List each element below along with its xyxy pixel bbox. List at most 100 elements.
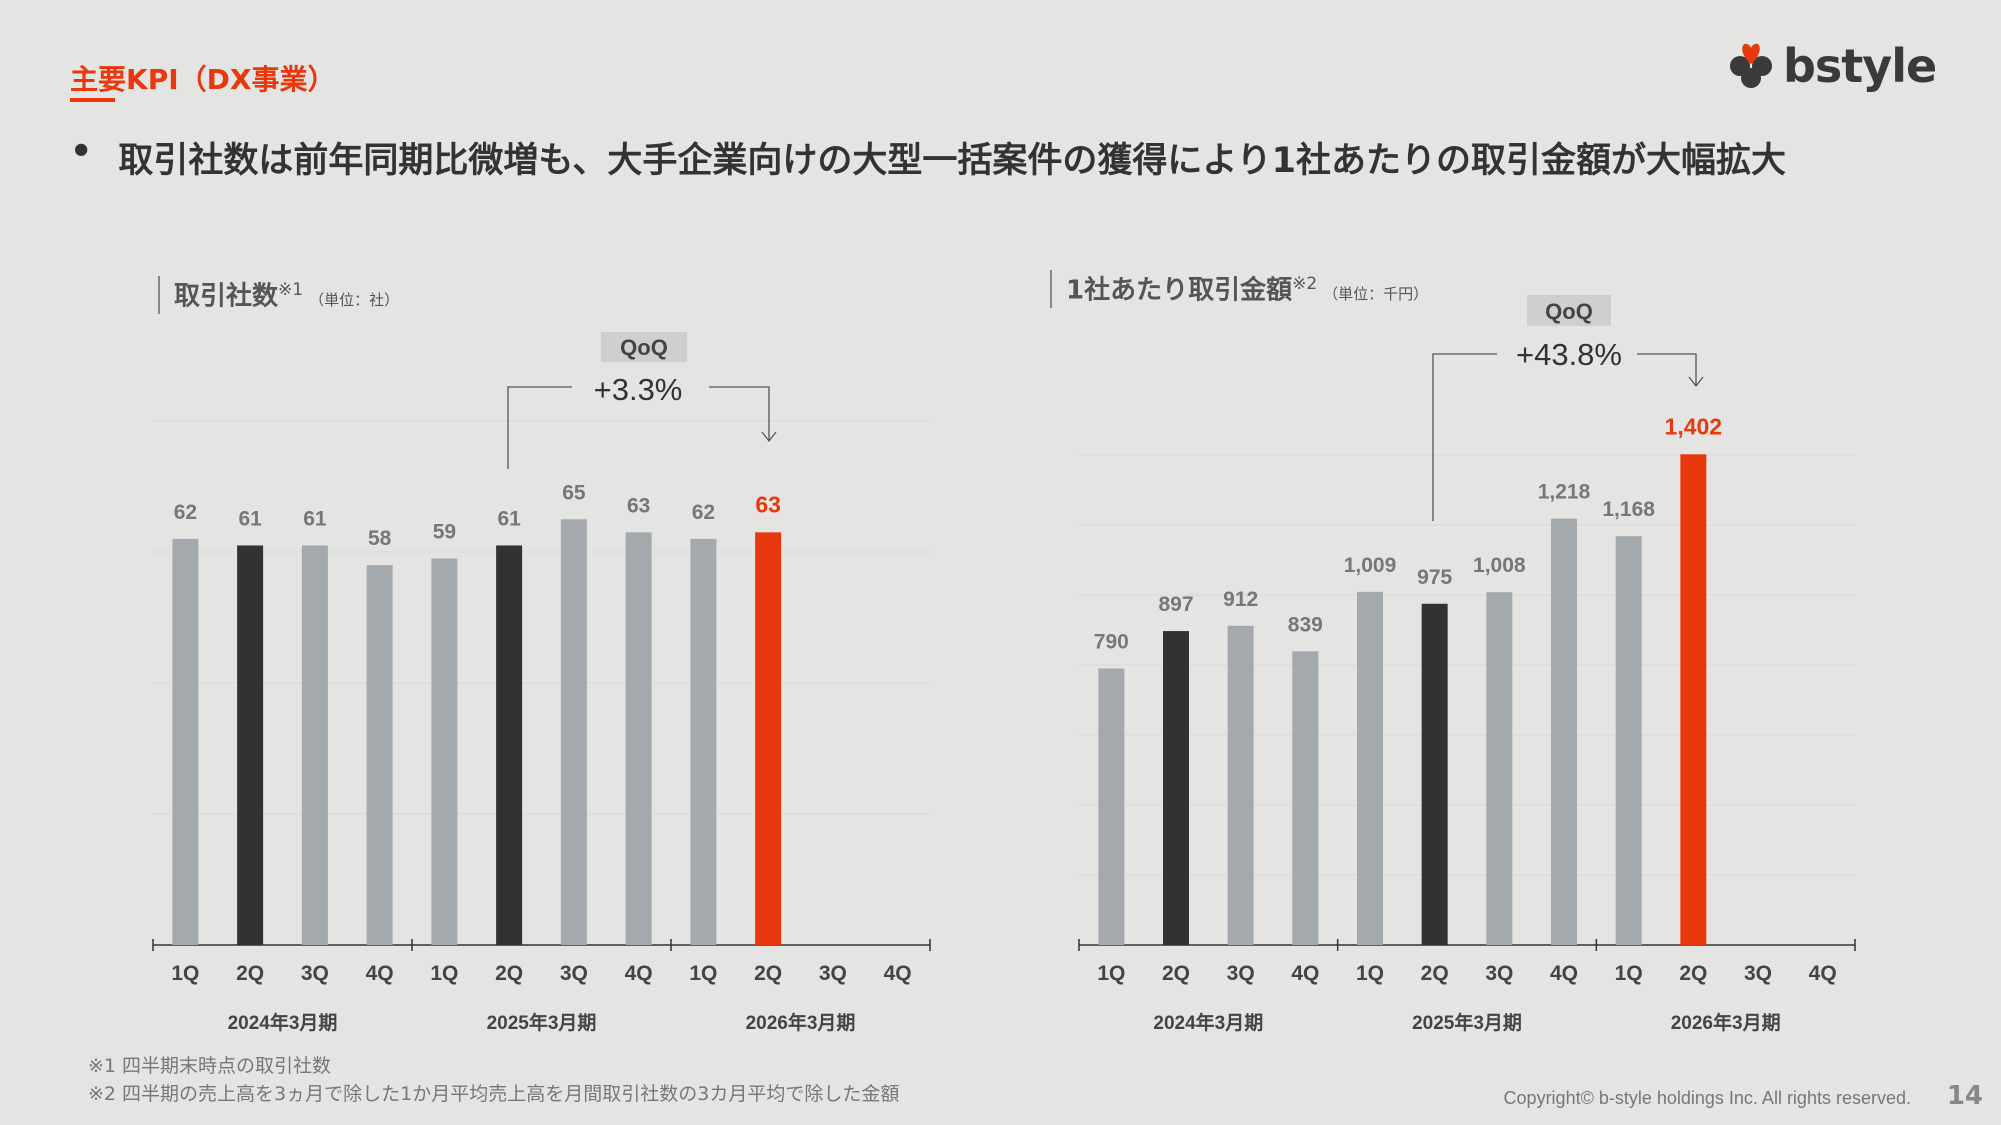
qoq-value: +3.3% <box>594 372 683 407</box>
value-label: 1,402 <box>1665 413 1723 439</box>
group-label: 2026年3月期 <box>746 1011 856 1034</box>
tick-label: 2Q <box>1421 962 1449 985</box>
tick-label: 2Q <box>1162 962 1190 985</box>
copyright: Copyright© b-style holdings Inc. All rig… <box>1503 1088 1911 1108</box>
tick-label: 3Q <box>819 962 847 985</box>
chart2-title: 1社あたり取引金額※2 （単位：千円） <box>1050 270 1428 308</box>
bar <box>496 545 523 945</box>
clover-logo-icon <box>1730 43 1772 88</box>
summary-bullet: • 取引社数は前年同期比微増も、大手企業向けの大型一括案件の獲得により1社あたり… <box>70 132 1786 183</box>
footnote-2: ※2 四半期の売上高を3ヵ月で除した1か月平均売上高を月間取引社数の3カ月平均で… <box>88 1083 900 1105</box>
logo: bstyle <box>1725 39 1937 93</box>
qoq-bracket-left <box>507 386 572 469</box>
value-label: 1,009 <box>1344 554 1397 577</box>
tick-label: 3Q <box>1227 962 1255 985</box>
chart-1: 62 1Q 61 2Q 61 3Q 58 4Q 59 1Q 61 2Q 65 3Q 63 4Q 62 1Q 63 2Q… <box>152 332 931 1034</box>
bar <box>1615 536 1642 945</box>
tick-label: 1Q <box>689 962 717 985</box>
group-label: 2024年3月期 <box>1153 1011 1263 1034</box>
chart1-note-mark: ※1 <box>278 280 304 300</box>
value-label: 65 <box>562 481 586 504</box>
bullet-text: 取引社数は前年同期比微増も、大手企業向けの大型一括案件の獲得により1社あたりの取… <box>118 141 1786 181</box>
value-label: 975 <box>1417 566 1452 589</box>
value-label: 1,168 <box>1602 498 1655 521</box>
value-label: 912 <box>1223 588 1258 611</box>
group-label: 2024年3月期 <box>228 1011 338 1034</box>
bar <box>1098 668 1125 945</box>
bar <box>560 519 587 945</box>
chart2-unit: （単位：千円） <box>1323 284 1429 303</box>
chart1-title: 取引社数※1 （単位：社） <box>158 276 399 314</box>
value-label: 1,008 <box>1473 554 1526 577</box>
qoq-label: QoQ <box>1545 299 1593 324</box>
bar <box>237 545 264 945</box>
qoq-bracket-right <box>709 386 770 441</box>
bar <box>1551 518 1577 945</box>
value-label: 897 <box>1158 593 1193 616</box>
value-label: 63 <box>627 494 650 517</box>
bar <box>1163 631 1189 945</box>
bar <box>755 532 782 945</box>
bar <box>1486 592 1513 945</box>
chart1-unit: （単位：社） <box>309 290 400 309</box>
chart-2: 790 1Q 897 2Q 912 3Q 839 4Q 1,009 1Q 975 2Q 1,008 3Q 1… <box>1078 295 1856 1034</box>
bar <box>690 538 717 945</box>
bar <box>625 532 652 945</box>
group-label: 2026年3月期 <box>1671 1011 1781 1034</box>
bar <box>1421 603 1448 945</box>
chart2-note-mark: ※2 <box>1292 274 1318 294</box>
value-label: 790 <box>1094 631 1129 654</box>
qoq-badge <box>601 332 687 362</box>
tick-label: 1Q <box>171 962 199 985</box>
qoq-value: +43.8% <box>1516 337 1622 372</box>
bar <box>1680 454 1707 945</box>
bar <box>1357 591 1383 945</box>
bar <box>431 558 458 945</box>
tick-label: 1Q <box>1097 962 1125 985</box>
bar <box>1227 625 1254 945</box>
page-number: 14 <box>1946 1081 1983 1111</box>
tick-label: 1Q <box>430 962 458 985</box>
value-label: 839 <box>1288 613 1323 636</box>
value-label: 61 <box>238 507 262 530</box>
tick-label: 1Q <box>1615 962 1643 985</box>
tick-label: 4Q <box>366 962 394 985</box>
tick-label: 4Q <box>884 962 912 985</box>
tick-label: 2Q <box>754 962 782 985</box>
qoq-label: QoQ <box>620 335 668 360</box>
value-label: 62 <box>174 501 197 524</box>
tick-label: 2Q <box>1679 962 1707 985</box>
qoq-bracket-right <box>1637 353 1697 386</box>
tick-label: 3Q <box>560 962 588 985</box>
value-label: 59 <box>433 521 456 544</box>
chart1-title-text: 取引社数 <box>174 281 279 312</box>
chart2-title-text: 1社あたり取引金額 <box>1066 275 1293 306</box>
bar <box>366 565 393 945</box>
title-underline <box>70 98 115 102</box>
tick-label: 2Q <box>495 962 523 985</box>
bullet-marker: • <box>70 132 93 172</box>
footnote-1: ※1 四半期末時点の取引社数 <box>88 1055 332 1077</box>
tick-label: 4Q <box>1291 962 1319 985</box>
value-label: 61 <box>303 507 327 530</box>
qoq-bracket-left <box>1432 353 1497 521</box>
value-label: 63 <box>755 491 781 517</box>
value-label: 61 <box>497 507 521 530</box>
value-label: 58 <box>368 527 392 550</box>
qoq-badge <box>1527 295 1611 326</box>
tick-label: 1Q <box>1356 962 1384 985</box>
tick-label: 4Q <box>1809 962 1837 985</box>
bar <box>172 538 199 945</box>
tick-label: 4Q <box>1550 962 1578 985</box>
bar <box>301 545 328 945</box>
tick-label: 2Q <box>236 962 264 985</box>
arrow-down-icon <box>761 431 777 443</box>
value-label: 1,218 <box>1538 481 1591 504</box>
group-label: 2025年3月期 <box>487 1011 597 1034</box>
value-label: 62 <box>692 501 715 524</box>
bar <box>1292 651 1319 945</box>
tick-label: 4Q <box>625 962 653 985</box>
tick-label: 3Q <box>1744 962 1772 985</box>
section-title: 主要KPI（DX事業） <box>70 63 336 96</box>
tick-label: 3Q <box>301 962 329 985</box>
